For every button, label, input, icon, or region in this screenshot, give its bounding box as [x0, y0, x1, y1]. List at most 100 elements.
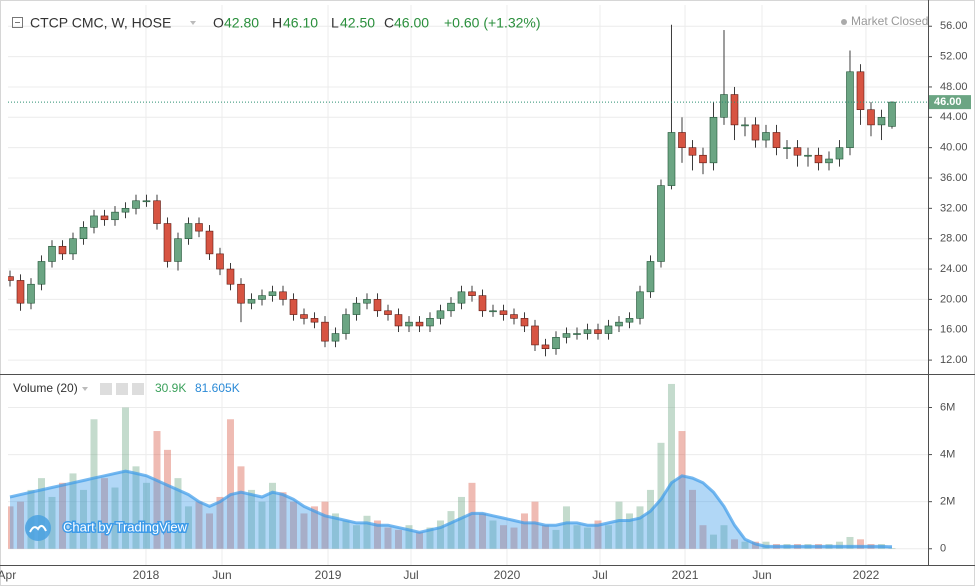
ohlc-key: C: [384, 15, 394, 31]
dropdown-arrow[interactable]: [82, 387, 88, 391]
candle-body: [268, 291, 277, 296]
volume-bar: [258, 501, 266, 549]
y-tick-label: 12.00: [940, 354, 968, 366]
x-tick-label: Jul: [403, 568, 418, 582]
volume-bar: [90, 419, 98, 549]
ohlc-key: L: [331, 15, 339, 31]
candle-body: [58, 245, 67, 255]
candle-body: [646, 261, 655, 293]
watermark: Chart by TradingView: [63, 519, 188, 534]
watermark-logo-mark: [29, 525, 47, 533]
ohlc-value: 42.50: [340, 15, 375, 31]
volume-bar: [888, 548, 896, 549]
candle-body: [478, 295, 487, 312]
volume-bar: [510, 527, 518, 549]
candle-body: [835, 147, 844, 160]
volume-bar: [615, 501, 623, 549]
candle-body: [184, 223, 193, 239]
x-tick-label: Apr: [0, 568, 16, 582]
candle-body: [174, 238, 182, 262]
volume-bar: [415, 532, 423, 549]
last-price-label: 46.00: [934, 96, 962, 108]
ma-value: 81.605K: [195, 381, 240, 395]
x-tick-label: Jun: [752, 568, 771, 582]
candle-body: [279, 291, 287, 300]
candle-body: [583, 329, 592, 334]
candle-body: [205, 230, 214, 255]
candle-body: [709, 116, 718, 164]
volume-bar: [184, 506, 192, 549]
volume-bar: [310, 506, 318, 549]
volume-bar: [709, 534, 717, 549]
volume-bar: [174, 478, 182, 549]
candle-body: [226, 268, 235, 285]
candle-body: [111, 211, 119, 221]
candle-body: [121, 208, 130, 213]
volume-bar: [667, 383, 675, 549]
ohlc-value: 42.80: [224, 15, 259, 31]
x-tick-label: 2019: [315, 568, 342, 582]
volume-bar: [499, 525, 507, 549]
collapse-icon[interactable]: [12, 17, 23, 28]
candle-body: [289, 299, 298, 315]
y-tick-label: 24.00: [940, 263, 968, 275]
eye-icon[interactable]: [100, 383, 112, 395]
candle-body: [772, 132, 781, 148]
candle-body: [426, 318, 434, 327]
candle-body: [384, 310, 392, 315]
volume-bar: [846, 536, 854, 549]
volume-bar: [373, 520, 381, 549]
volume-bar: [646, 489, 654, 549]
ohlc-key: O: [213, 15, 224, 31]
candle-body: [447, 302, 455, 312]
close-icon[interactable]: [132, 383, 144, 395]
candle-body: [625, 318, 634, 323]
volume-bar: [541, 525, 549, 549]
candle-body: [594, 329, 602, 334]
settings-icon[interactable]: [116, 383, 128, 395]
volume-bar: [279, 492, 287, 549]
x-tick-label: 2020: [494, 568, 521, 582]
candle-body: [804, 154, 812, 157]
ohlc-key: H: [272, 15, 282, 31]
candle-body: [762, 132, 770, 141]
candle-body: [153, 200, 161, 224]
candle-body: [888, 101, 896, 127]
candle-body: [90, 215, 98, 228]
volume-bar: [636, 506, 644, 549]
volume-bar: [111, 487, 119, 549]
volume-bar: [741, 541, 749, 549]
x-tick-label: 2021: [672, 568, 699, 582]
candle-body: [657, 185, 665, 262]
candle-body: [499, 310, 508, 315]
volume-bar: [457, 496, 465, 549]
volume-title: Volume (20): [13, 381, 78, 395]
volume-bar: [594, 520, 602, 549]
volume-bar: [583, 527, 591, 549]
candle-body: [342, 314, 350, 334]
volume-bar: [363, 515, 371, 549]
dropdown-arrow[interactable]: [190, 21, 196, 25]
candle-body: [415, 321, 424, 327]
candle-body: [562, 333, 571, 338]
volume-bar: [678, 431, 686, 549]
candle-body: [531, 325, 539, 346]
candle-body: [37, 261, 46, 285]
candle-body: [310, 318, 319, 323]
candle-body: [510, 314, 518, 319]
volume-bar: [132, 466, 140, 549]
volume-bar: [100, 478, 108, 549]
volume-bar: [321, 501, 329, 549]
price-pane: [8, 5, 928, 373]
candle-body: [79, 227, 88, 239]
candle-body: [814, 154, 823, 164]
volume-bar: [37, 478, 45, 549]
market-status: Market Closed: [851, 14, 928, 28]
candle-body: [520, 318, 529, 327]
axes: Apr 2018 Jun 2019 Jul 2020 Jul 2021 Jun 2022 12.00…: [0, 20, 971, 582]
candle-body: [741, 124, 749, 127]
candle-body: [373, 299, 382, 312]
candle-body: [352, 302, 361, 315]
candle-body: [573, 333, 581, 335]
